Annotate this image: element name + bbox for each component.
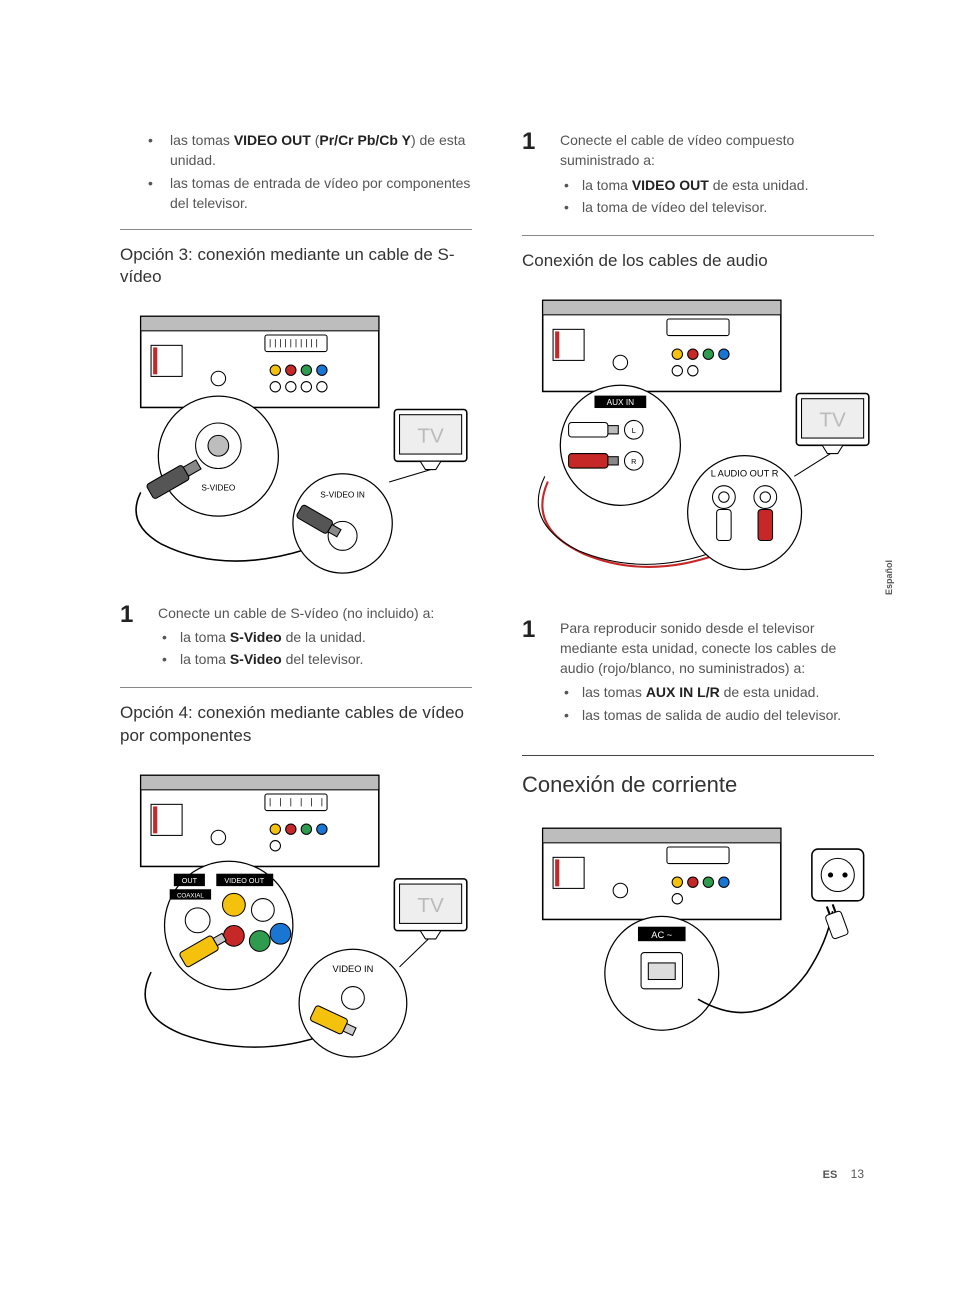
svg-text:R: R — [631, 457, 636, 466]
diagram-label: S-VIDEO — [201, 484, 236, 493]
text: las tomas de entrada de vídeo por compon… — [170, 175, 470, 211]
diagram-tv-label: TV — [417, 894, 444, 917]
text-bold: S-Video — [230, 629, 282, 645]
text: la toma — [180, 651, 230, 667]
page-footer: ES 13 — [823, 1167, 864, 1181]
list-item: la toma VIDEO OUT de esta unidad. — [582, 175, 874, 195]
diagram-audio: AUX IN L R L AUDIO OUT R — [522, 290, 874, 590]
diagram-label: L AUDIO OUT R — [711, 469, 779, 479]
step-lead: Conecte el cable de vídeo compuesto sumi… — [560, 132, 794, 168]
section-title-audio: Conexión de los cables de audio — [522, 250, 874, 272]
diagram-svideo: S-VIDEO S-VIDEO IN TV — [120, 306, 472, 575]
section-title-power: Conexión de corriente — [522, 772, 874, 798]
text: la toma — [180, 629, 230, 645]
language-tab: Español — [884, 560, 894, 595]
step-body: Para reproducir sonido desde el televiso… — [560, 618, 874, 727]
diagram-tv-label: TV — [819, 409, 846, 432]
text: las tomas — [170, 132, 234, 148]
svg-text:L: L — [632, 426, 636, 435]
list-item: la toma S-Video del televisor. — [180, 649, 434, 669]
diagram-component: OUT COAXIAL VIDEO OUT VIDEO IN — [120, 765, 472, 1065]
footer-lang: ES — [823, 1169, 838, 1181]
left-column: las tomas VIDEO OUT (Pr/Cr Pb/Cb Y) de e… — [120, 130, 472, 1078]
text: las tomas de salida de audio del televis… — [582, 707, 841, 723]
diagram-label: S-VIDEO IN — [320, 491, 365, 500]
text-bold: Cb Y — [379, 132, 411, 148]
diagram-label: VIDEO OUT — [224, 876, 264, 885]
text: de esta unidad. — [709, 177, 809, 193]
divider — [522, 235, 874, 236]
text-bold: S-Video — [230, 651, 282, 667]
step-svideo: 1 Conecte un cable de S-vídeo (no inclui… — [120, 603, 472, 672]
step-number: 1 — [120, 603, 140, 627]
list-item: las tomas AUX IN L/R de esta unidad. — [582, 682, 874, 702]
step-bullets: la toma S-Video de la unidad. la toma S-… — [158, 627, 434, 670]
diagram-label: VIDEO IN — [333, 964, 374, 974]
step-number: 1 — [522, 618, 542, 642]
diagram-label: COAXIAL — [177, 892, 204, 899]
step-lead: Para reproducir sonido desde el televiso… — [560, 620, 836, 677]
text: las tomas — [582, 684, 646, 700]
step-body: Conecte el cable de vídeo compuesto sumi… — [560, 130, 874, 219]
diagram-tv-label: TV — [417, 425, 444, 448]
diagram-power: AC ~ — [522, 818, 874, 1046]
text-bold: VIDEO OUT — [632, 177, 709, 193]
diagram-label: AUX IN — [607, 398, 635, 407]
step-lead: Conecte un cable de S-vídeo (no incluido… — [158, 605, 434, 621]
list-item: la toma S-Video de la unidad. — [180, 627, 434, 647]
diagram-label: OUT — [182, 876, 198, 885]
step-bullets: las tomas AUX IN L/R de esta unidad. las… — [560, 682, 874, 725]
divider — [120, 687, 472, 688]
text: del televisor. — [282, 651, 364, 667]
text-bold: VIDEO OUT — [234, 132, 311, 148]
list-item: las tomas de salida de audio del televis… — [582, 705, 874, 725]
section-title-option4: Opción 4: conexión mediante cables de ví… — [120, 702, 472, 746]
text-bold: AUX IN L/R — [646, 684, 720, 700]
section-title-option3: Opción 3: conexión mediante un cable de … — [120, 244, 472, 288]
diagram-label: AC ~ — [651, 930, 672, 940]
text: la toma de vídeo del televisor. — [582, 199, 767, 215]
step-composite: 1 Conecte el cable de vídeo compuesto su… — [522, 130, 874, 219]
text: de esta unidad. — [720, 684, 820, 700]
text-bold: Pr/Cr Pb/ — [319, 132, 379, 148]
step-number: 1 — [522, 130, 542, 154]
content-columns: las tomas VIDEO OUT (Pr/Cr Pb/Cb Y) de e… — [120, 130, 874, 1078]
list-item: la toma de vídeo del televisor. — [582, 197, 874, 217]
intro-bullet-list: las tomas VIDEO OUT (Pr/Cr Pb/Cb Y) de e… — [120, 130, 472, 213]
right-column: 1 Conecte el cable de vídeo compuesto su… — [522, 130, 874, 1078]
step-bullets: la toma VIDEO OUT de esta unidad. la tom… — [560, 175, 874, 218]
step-body: Conecte un cable de S-vídeo (no incluido… — [158, 603, 434, 672]
divider — [120, 229, 472, 230]
list-item: las tomas de entrada de vídeo por compon… — [170, 173, 472, 214]
step-audio: 1 Para reproducir sonido desde el televi… — [522, 618, 874, 727]
text: la toma — [582, 177, 632, 193]
list-item: las tomas VIDEO OUT (Pr/Cr Pb/Cb Y) de e… — [170, 130, 472, 171]
footer-page: 13 — [851, 1167, 864, 1181]
text: de la unidad. — [282, 629, 366, 645]
divider-thick — [522, 755, 874, 756]
